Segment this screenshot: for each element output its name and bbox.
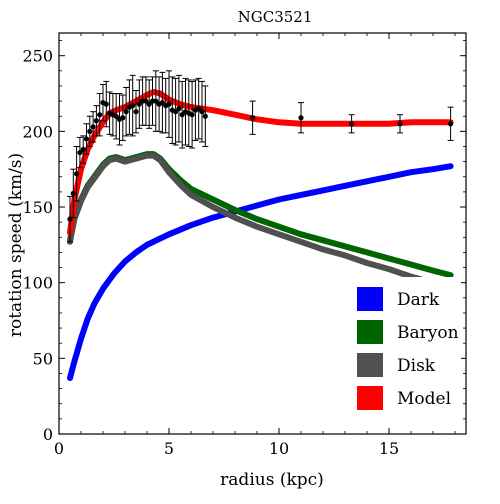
data-point: [70, 190, 76, 196]
data-point: [103, 101, 109, 107]
legend-label-disk: Disk: [397, 356, 436, 376]
y-tick-label: 50: [33, 349, 53, 368]
y-axis-label: rotation speed (km/s): [6, 153, 26, 337]
data-point: [74, 171, 80, 177]
data-point: [250, 115, 256, 121]
data-point: [80, 146, 86, 153]
data-point: [83, 136, 90, 142]
legend-label-dark: Dark: [397, 290, 440, 310]
data-point: [97, 112, 103, 118]
chart-title: NGC3521: [238, 8, 313, 26]
y-tick-label: 150: [22, 198, 53, 217]
data-point: [189, 112, 195, 118]
data-point: [146, 101, 152, 107]
legend: Dark Baryon Disk Model: [347, 277, 461, 415]
data-point: [202, 113, 208, 119]
data-point: [143, 98, 149, 104]
data-point: [133, 109, 139, 115]
x-axis-label: radius (kpc): [220, 470, 324, 490]
data-point: [113, 113, 119, 119]
data-point: [349, 121, 355, 127]
data-point: [196, 106, 202, 112]
series-model-line: [67, 89, 454, 236]
data-point: [90, 124, 96, 130]
data-point: [173, 109, 179, 115]
plot-frame: [58, 32, 467, 435]
legend-swatch-model: [357, 386, 383, 410]
x-tick-label: 5: [164, 439, 174, 458]
series-dark-line: [67, 163, 454, 381]
y-tick-label: 0: [43, 425, 53, 444]
data-point: [123, 109, 129, 115]
data-point: [448, 121, 454, 127]
y-tick-label: 100: [22, 274, 53, 293]
x-tick-label: 10: [269, 439, 289, 458]
x-tick-label: 15: [379, 439, 399, 458]
data-point: [166, 101, 172, 107]
data-point: [397, 121, 403, 127]
series-disk-line: [67, 152, 454, 291]
data-point: [159, 100, 165, 106]
legend-swatch-disk: [357, 353, 383, 377]
data-point: [153, 98, 159, 104]
data-point: [87, 128, 93, 134]
data-point: [136, 101, 142, 107]
y-tick-label: 200: [22, 122, 53, 141]
data-point: [93, 118, 99, 124]
data-point: [298, 115, 304, 121]
x-tick-label: 0: [54, 439, 64, 458]
legend-swatch-baryon: [357, 320, 383, 344]
data-point: [199, 109, 205, 115]
legend-label-baryon: Baryon: [397, 323, 459, 343]
data-point: [120, 115, 126, 121]
legend-swatch-dark: [357, 287, 383, 311]
y-tick-label: 250: [22, 47, 53, 66]
data-point: [179, 112, 185, 118]
data-point: [77, 149, 83, 156]
data-point: [176, 106, 182, 112]
data-point: [130, 103, 136, 109]
legend-label-model: Model: [397, 389, 451, 409]
